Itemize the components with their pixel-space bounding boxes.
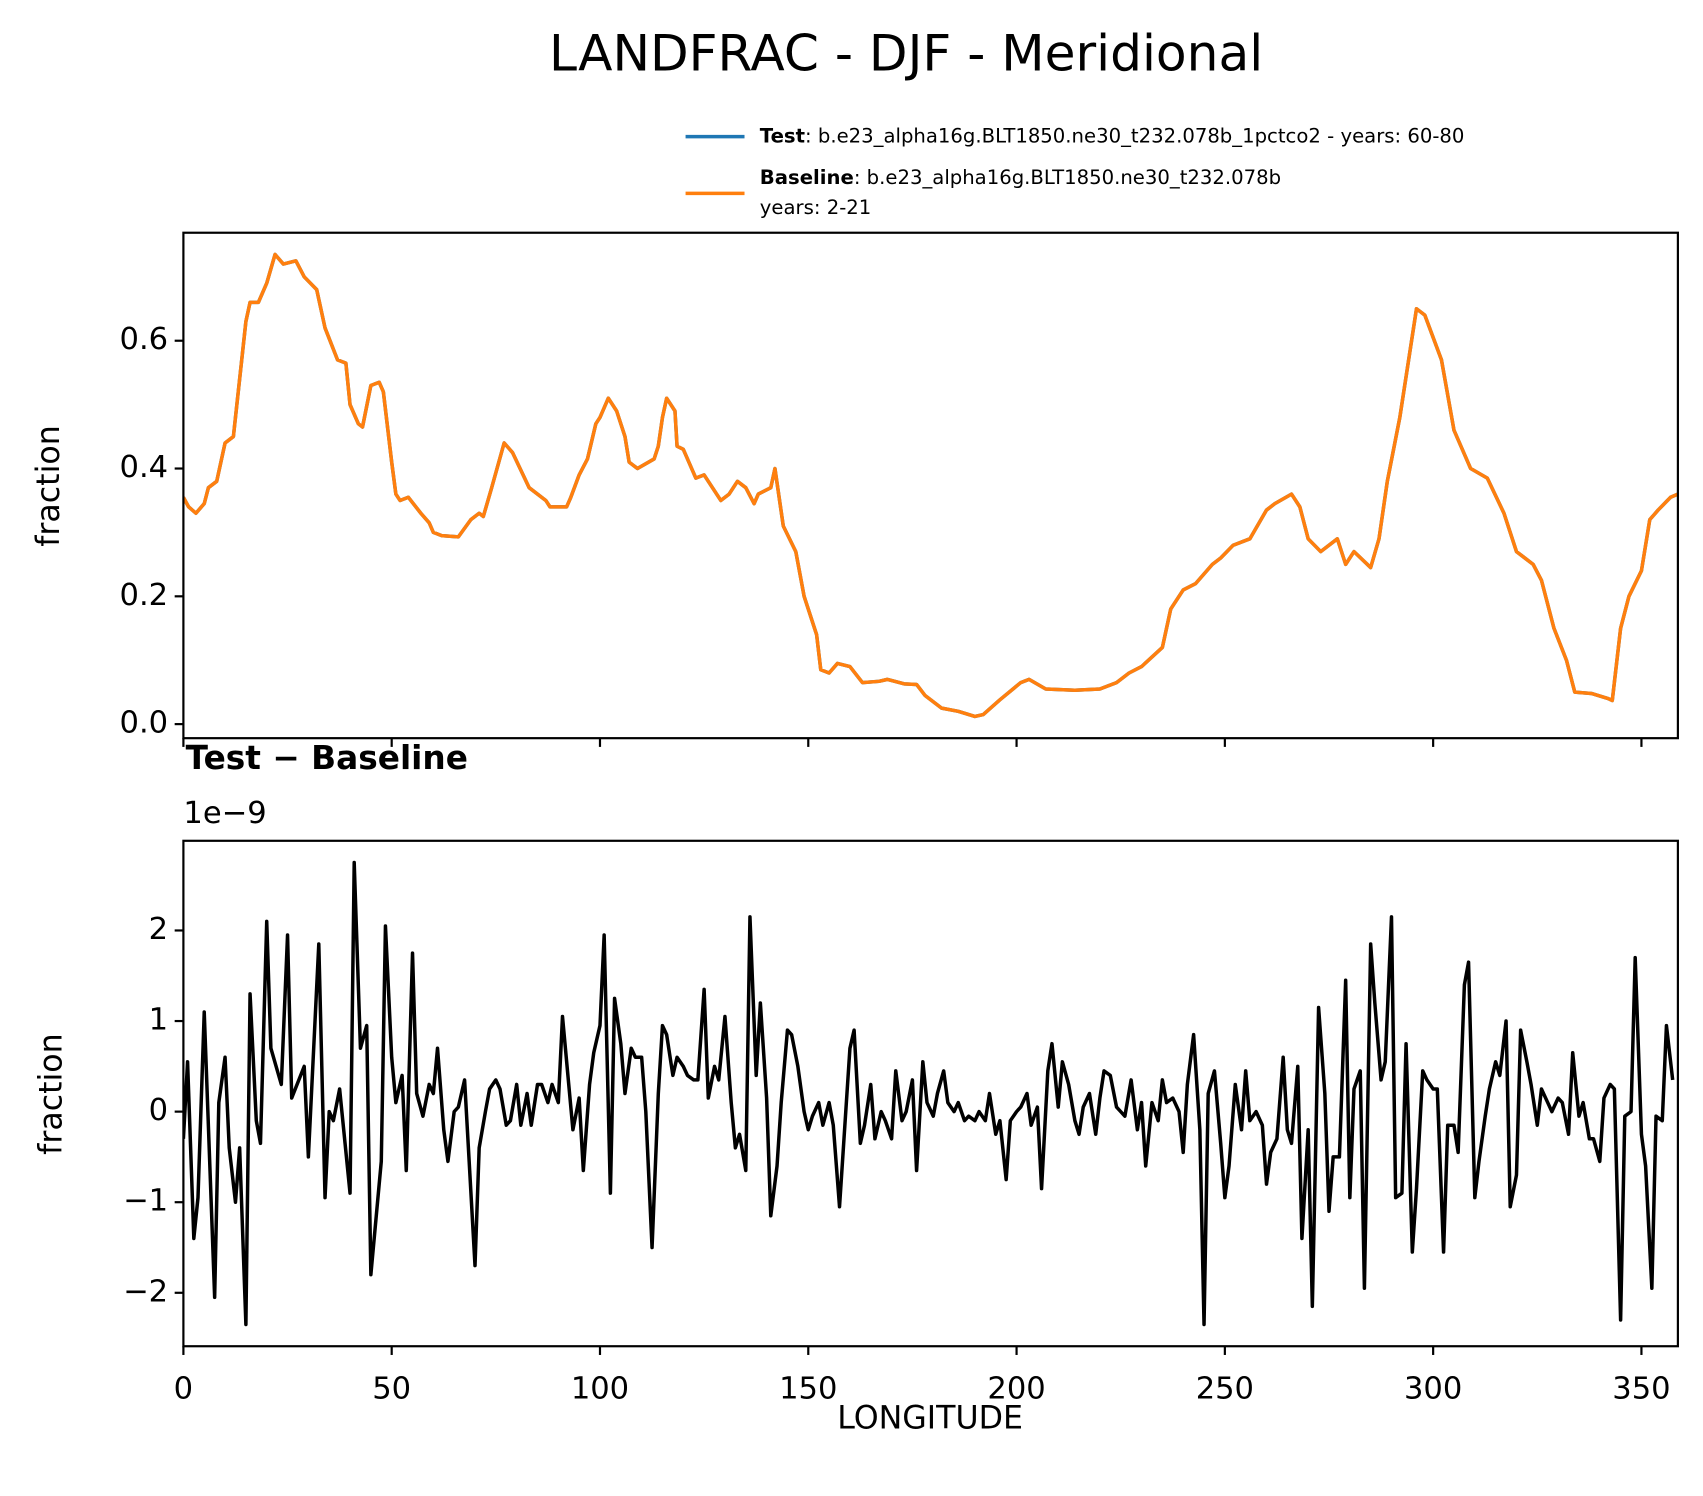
axes-frame — [182, 839, 1679, 1348]
x-tick-label: 200 — [987, 1371, 1045, 1406]
data-line — [183, 252, 1678, 719]
x-tick-label: 350 — [1612, 1371, 1670, 1406]
y-tick-label: 0.2 — [120, 578, 169, 613]
y-tick-label: −1 — [123, 1184, 168, 1219]
legend-name: Baseline — [760, 166, 854, 189]
legend-label: Baseline: b.e23_alpha16g.BLT1850.ne30_t2… — [760, 166, 1281, 189]
legend-label: Test: b.e23_alpha16g.BLT1850.ne30_t232.0… — [760, 124, 1465, 147]
x-tick-label: 50 — [372, 1371, 411, 1406]
y-tick-label: 0 — [149, 1093, 168, 1128]
legend-description: : b.e23_alpha16g.BLT1850.ne30_t232.078b — [854, 166, 1281, 189]
y-tick-label: 0.0 — [120, 706, 169, 741]
x-tick-label: 0 — [174, 1371, 193, 1406]
legend-description: years: 2-21 — [760, 196, 872, 219]
x-tick-label: 250 — [1196, 1371, 1254, 1406]
y-tick-label: 1 — [149, 1003, 168, 1038]
legend-name: Test — [760, 124, 805, 147]
x-tick-label: 150 — [779, 1371, 837, 1406]
data-line — [183, 252, 1678, 719]
y-tick-label: 0.4 — [120, 450, 169, 485]
x-axis-label: LONGITUDE — [837, 1400, 1023, 1436]
figure-title: LANDFRAC - DJF - Meridional — [549, 23, 1263, 82]
data-line — [183, 860, 1675, 1327]
x-tick-label: 300 — [1404, 1371, 1462, 1406]
offset-text: 1e−9 — [183, 796, 266, 831]
y-axis-label: fraction — [31, 425, 67, 547]
y-tick-label: −2 — [123, 1274, 168, 1309]
y-tick-label: 0.6 — [120, 322, 169, 357]
subplot-title: Test − Baseline — [186, 739, 468, 777]
x-tick-label: 100 — [571, 1371, 629, 1406]
legend-description: : b.e23_alpha16g.BLT1850.ne30_t232.078b_… — [805, 124, 1464, 147]
y-tick-label: 2 — [149, 912, 168, 947]
y-axis-label: fraction — [33, 1033, 69, 1155]
axes-frame — [182, 231, 1679, 740]
